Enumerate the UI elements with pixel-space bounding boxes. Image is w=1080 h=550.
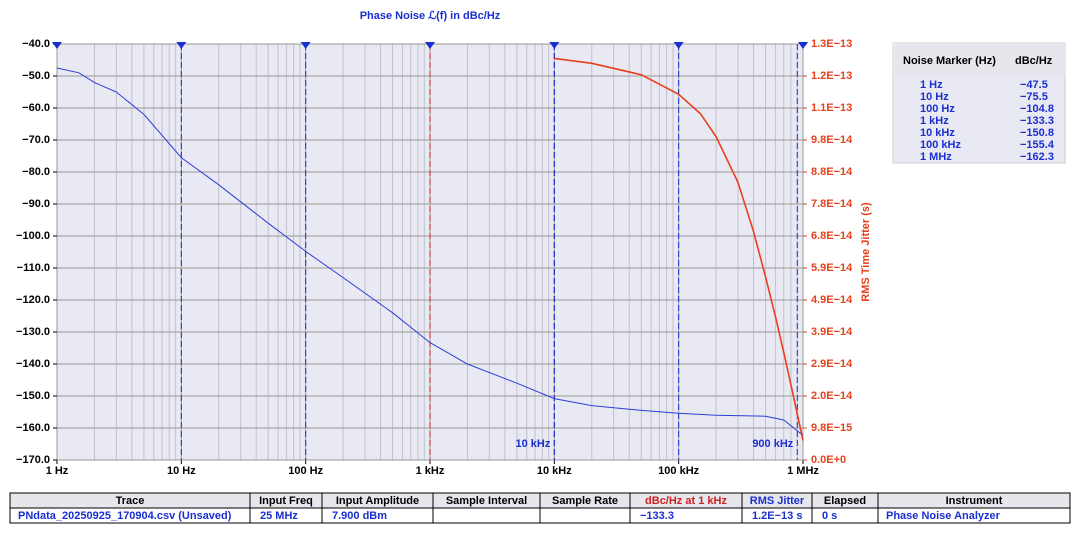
summary-header: Input Amplitude [336,495,419,507]
y2-tick-label: 2.0E−14 [811,390,853,402]
x-tick-label: 10 Hz [167,465,196,477]
summary-cell: 0 s [822,510,837,522]
integration-label: 10 kHz [515,438,550,450]
y2-tick-label: 5.9E−14 [811,262,853,274]
series-line [56,67,804,436]
summary-cell: 7.900 dBm [332,510,387,522]
y2-tick-label: 7.8E−14 [811,198,853,210]
x-tick-label: 100 Hz [288,465,323,477]
marker-freq: 1 Hz [920,79,943,91]
y2-tick-label: 1.3E−13 [811,38,852,50]
y2-tick-label: 3.9E−14 [811,326,853,338]
y2-tick-label: 1.1E−13 [811,102,852,114]
marker-freq: 10 Hz [920,91,949,103]
y2-tick-label: 9.8E−15 [811,422,852,434]
summary-cell: PNdata_20250925_170904.csv (Unsaved) [18,510,232,522]
marker-header: dBc/Hz [1015,55,1053,67]
y-tick-label: −70.0 [22,134,50,146]
y2-tick-label: 8.8E−14 [811,166,853,178]
integration-label: 900 kHz [752,438,793,450]
marker-value: −150.8 [1020,127,1054,139]
y-tick-label: −90.0 [22,198,50,210]
y-tick-label: −80.0 [22,166,50,178]
marker-header: Noise Marker (Hz) [903,55,996,67]
marker-freq: 100 Hz [920,103,955,115]
y2-tick-label: 4.9E−14 [811,294,853,306]
y-tick-label: −40.0 [22,38,50,50]
y-tick-label: −50.0 [22,70,50,82]
marker-value: −75.5 [1020,91,1048,103]
summary-header: RMS Jitter [750,495,805,507]
x-tick-label: 1 kHz [416,465,445,477]
summary-cell: 25 MHz [260,510,298,522]
y2-axis-label: RMS Time Jitter (s) [860,202,872,302]
summary-header: Elapsed [824,495,866,507]
summary-header: Input Freq [259,495,313,507]
y-tick-label: −60.0 [22,102,50,114]
marker-value: −47.5 [1020,79,1048,91]
summary-header: Instrument [946,495,1003,507]
y-tick-label: −170.0 [16,454,50,466]
marker-freq: 1 MHz [920,151,952,163]
marker-triangle [52,42,62,49]
marker-value: −133.3 [1020,115,1054,127]
marker-value: −104.8 [1020,103,1054,115]
y-tick-label: −110.0 [17,262,50,274]
y-tick-label: −160.0 [16,422,50,434]
marker-table-header [893,43,1065,77]
marker-freq: 10 kHz [920,127,955,139]
y2-tick-label: 9.8E−14 [811,134,853,146]
summary-cell: Phase Noise Analyzer [886,510,1001,522]
summary-header: Trace [116,495,145,507]
chart-title: Phase Noise ℒ(f) in dBc/Hz [360,10,501,22]
summary-header: Sample Rate [552,495,618,507]
marker-triangle [176,42,187,49]
marker-freq: 100 kHz [920,139,961,151]
marker-triangle [673,42,684,49]
series-line [554,57,804,441]
y-tick-label: −120.0 [16,294,50,306]
marker-triangle [300,42,311,49]
summary-cell: 1.2E−13 s [752,510,802,522]
marker-value: −155.4 [1020,139,1055,151]
marker-triangle [798,42,808,49]
x-tick-label: 10 kHz [537,465,572,477]
y-tick-label: −100.0 [16,230,50,242]
x-tick-label: 1 MHz [787,465,819,477]
y-tick-label: −140.0 [16,358,50,370]
x-tick-label: 100 kHz [658,465,699,477]
y2-tick-label: 0.0E+0 [811,454,846,466]
y-tick-label: −130.0 [16,326,50,338]
summary-cell: −133.3 [640,510,674,522]
marker-value: −162.3 [1020,151,1054,163]
y2-tick-label: 2.9E−14 [811,358,853,370]
y-tick-label: −150.0 [16,390,50,402]
y2-tick-label: 1.2E−13 [811,70,852,82]
marker-triangle [425,42,435,49]
summary-header: dBc/Hz at 1 kHz [645,495,727,507]
summary-header: Sample Interval [446,495,527,507]
x-tick-label: 1 Hz [46,465,69,477]
y2-tick-label: 6.8E−14 [811,230,853,242]
marker-freq: 1 kHz [920,115,949,127]
